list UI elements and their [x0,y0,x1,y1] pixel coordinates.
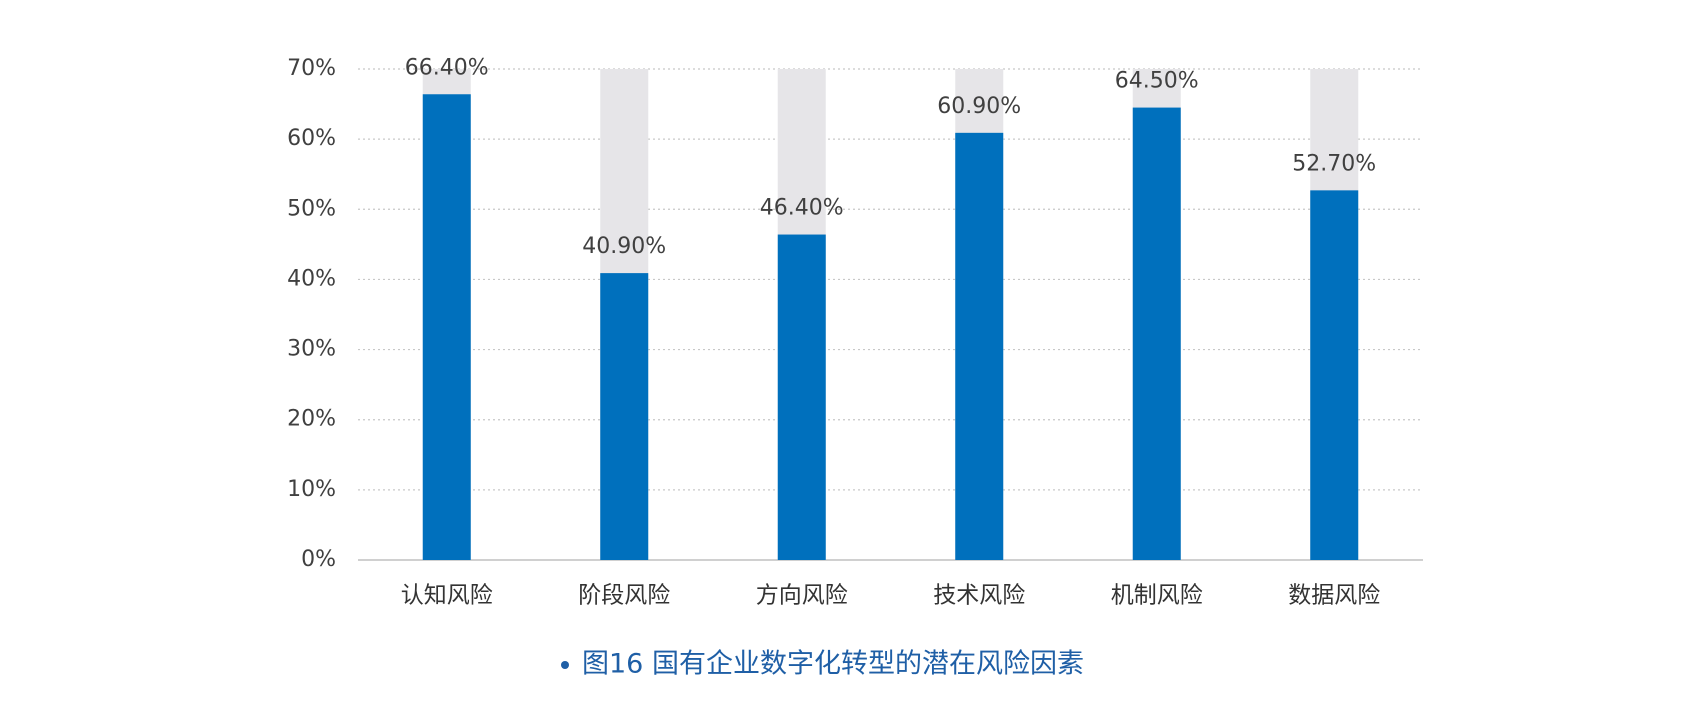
y-tick-label: 40% [287,266,336,291]
value-label: 60.90% [937,94,1021,119]
y-tick-label: 70% [287,56,336,81]
x-tick-label: 技术风险 [933,583,1025,609]
value-label: 64.50% [1115,69,1199,94]
x-tick-label: 阶段风险 [578,583,670,609]
bar [955,132,1004,560]
value-label: 40.90% [582,234,666,259]
bar [422,94,471,560]
x-tick-label: 认知风险 [401,583,493,609]
bar [600,273,649,560]
value-label: 66.40% [405,55,489,80]
y-tick-label: 0% [301,547,336,572]
y-tick-label: 20% [287,407,336,432]
value-label: 52.70% [1292,151,1376,176]
title-bullet [561,661,569,669]
bar [777,234,826,560]
y-tick-label: 60% [287,126,336,151]
x-tick-label: 机制风险 [1111,583,1203,609]
y-tick-label: 30% [287,337,336,362]
y-tick-label: 10% [287,477,336,502]
x-tick-label: 方向风险 [756,583,848,609]
bar [1310,190,1359,560]
bar [1132,107,1181,560]
y-tick-label: 50% [287,196,336,221]
chart-title: 图16 国有企业数字化转型的潜在风险因素 [582,649,1084,680]
x-tick-label: 数据风险 [1288,583,1380,609]
value-label: 46.40% [760,196,844,221]
